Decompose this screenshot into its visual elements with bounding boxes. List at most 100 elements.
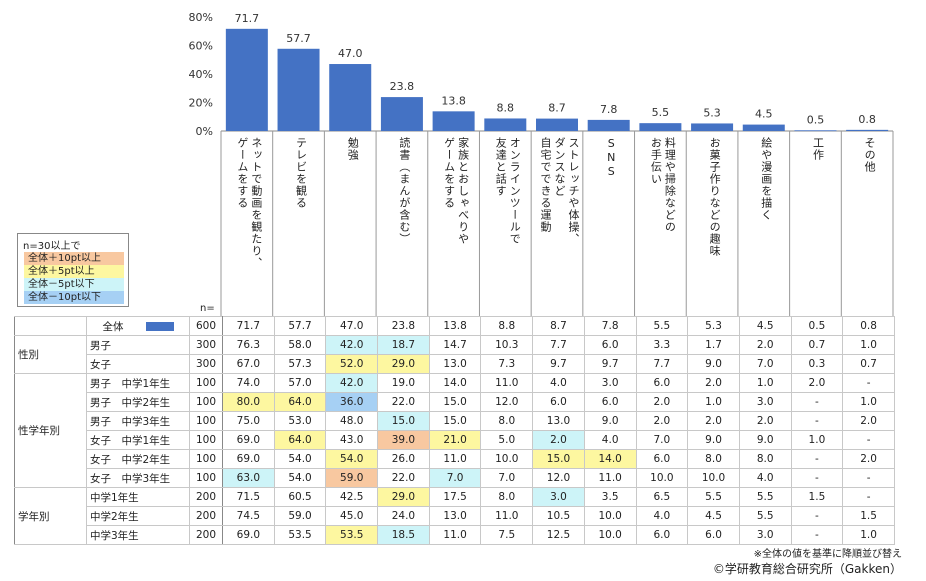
value-cell: 2.0 — [738, 411, 792, 431]
bar-value-label: 57.7 — [286, 32, 311, 45]
value-cell: 54.0 — [325, 449, 379, 469]
value-cell: 69.0 — [222, 430, 275, 450]
category-label: お菓子作りなどの趣味 — [708, 137, 722, 257]
value-cell: 6.0 — [583, 335, 637, 355]
row-label: 女子 中学1年生 — [86, 430, 190, 450]
bar — [380, 97, 423, 131]
row-label: 男子 中学2年生 — [86, 392, 190, 412]
value-cell: 19.0 — [377, 373, 430, 393]
value-cell: 10.3 — [480, 335, 534, 355]
y-tick-label: 0% — [196, 125, 213, 138]
value-cell: 2.0 — [738, 335, 792, 355]
value-cell: 7.0 — [635, 430, 689, 450]
value-cell: 15.0 — [428, 392, 482, 412]
value-cell: 3.5 — [583, 487, 637, 507]
value-cell: 59.0 — [273, 506, 327, 526]
value-cell: 6.0 — [687, 525, 740, 545]
value-cell: 36.0 — [325, 392, 379, 412]
value-cell: 3.0 — [583, 373, 637, 393]
value-cell: 6.0 — [635, 525, 689, 545]
bar-value-label: 13.8 — [441, 94, 466, 107]
value-cell: 11.0 — [480, 506, 534, 526]
value-cell: 4.5 — [738, 316, 792, 336]
bar — [277, 48, 320, 132]
value-cell: 9.0 — [687, 430, 740, 450]
value-cell: 14.0 — [583, 449, 637, 469]
value-cell: 57.3 — [273, 354, 327, 374]
value-cell: 2.0 — [842, 411, 895, 431]
value-cell: 8.0 — [738, 449, 792, 469]
legend-item: 全体＋10pt以上 — [24, 252, 124, 265]
value-cell: 1.5 — [790, 487, 844, 507]
bar — [432, 111, 475, 131]
value-cell: 60.5 — [273, 487, 327, 507]
row-label: 中学2年生 — [86, 506, 190, 526]
value-cell: - — [790, 525, 844, 545]
copyright: ©学研教育総合研究所（Gakken） — [712, 562, 902, 576]
category-label: 工作 — [811, 137, 825, 161]
value-cell: 4.0 — [738, 468, 792, 488]
table-row: 性別 男子 300 76.3 58.0 42.0 18.7 14.7 10.3 7.7 6.0 3.3… — [14, 335, 895, 374]
n-cell: 100 — [189, 449, 223, 469]
value-cell: 9.7 — [532, 354, 585, 374]
n-cell: 100 — [189, 411, 223, 431]
value-cell: 17.5 — [428, 487, 482, 507]
value-cell: 5.0 — [480, 430, 534, 450]
bar-value-label: 5.3 — [703, 106, 721, 119]
value-cell: 13.8 — [428, 316, 482, 336]
value-cell: 48.0 — [325, 411, 379, 431]
value-cell: 74.5 — [222, 506, 275, 526]
value-cell: 13.0 — [428, 354, 482, 374]
value-cell: 7.3 — [480, 354, 534, 374]
row-label: 中学3年生 — [86, 525, 190, 545]
value-cell: 10.0 — [635, 468, 689, 488]
value-cell: 11.0 — [583, 468, 637, 488]
value-cell: 2.0 — [635, 392, 689, 412]
value-cell: 2.0 — [532, 430, 585, 450]
value-cell: 10.5 — [532, 506, 585, 526]
value-cell: 54.0 — [273, 449, 327, 469]
value-cell: 1.0 — [842, 335, 895, 355]
group-label: 性別 — [14, 335, 87, 374]
n-cell: 100 — [189, 392, 223, 412]
value-cell: 45.0 — [325, 506, 379, 526]
table-row: 男子 中学3年生 100 75.0 53.0 48.0 15.0 15.0 8.0 13.0 9.… — [15, 411, 895, 431]
value-cell: 7.0 — [428, 468, 482, 488]
total-swatch — [145, 322, 174, 331]
value-cell: 57.7 — [273, 316, 327, 336]
value-cell: 80.0 — [222, 392, 275, 412]
bar — [846, 129, 889, 131]
category-label: ストレッチや体操、 ダンスなど 自宅でできる運動 — [539, 137, 580, 245]
table-row: 女子 中学1年生 100 69.0 64.0 43.0 39.0 21.0 5.0 2.0 4.0… — [15, 430, 895, 450]
row-label: 女子 — [86, 354, 190, 374]
value-cell: 5.5 — [738, 487, 792, 507]
n-cell: 300 — [189, 335, 223, 355]
group-label: 性学年別 — [14, 373, 87, 488]
value-cell: 10.0 — [480, 449, 534, 469]
value-cell: 76.3 — [222, 335, 275, 355]
bar — [639, 123, 682, 131]
group-label: 学年別 — [14, 487, 87, 545]
value-cell: - — [790, 449, 844, 469]
value-cell: 53.5 — [325, 525, 379, 545]
table-row: 全体 600 71.7 57.7 47.0 23.8 13.8 8.8 8.7 7.8 5.5 5.3… — [14, 316, 895, 336]
value-cell: 4.5 — [687, 506, 740, 526]
value-cell: 64.0 — [273, 392, 327, 412]
value-cell: 14.7 — [428, 335, 482, 355]
table-row: 学年別 中学1年生 200 71.5 60.5 42.5 29.0 17.5 8.0 3.0 3.5… — [14, 487, 895, 545]
value-cell: - — [790, 411, 844, 431]
value-cell: 0.5 — [790, 316, 844, 336]
value-cell: 2.0 — [687, 411, 740, 431]
value-cell: 3.0 — [738, 525, 792, 545]
y-tick-label: 40% — [189, 68, 213, 81]
legend-item: 全体－5pt以下 — [24, 278, 124, 291]
bar-value-label: 8.7 — [548, 102, 566, 115]
value-cell: - — [790, 468, 844, 488]
value-cell: 2.0 — [842, 449, 895, 469]
value-cell: 7.7 — [635, 354, 689, 374]
value-cell: 8.0 — [480, 487, 534, 507]
value-cell: 1.7 — [687, 335, 740, 355]
row-label: 男子 中学1年生 — [86, 373, 190, 393]
n-label: n= — [200, 303, 215, 314]
row-label: 女子 中学2年生 — [86, 449, 190, 469]
